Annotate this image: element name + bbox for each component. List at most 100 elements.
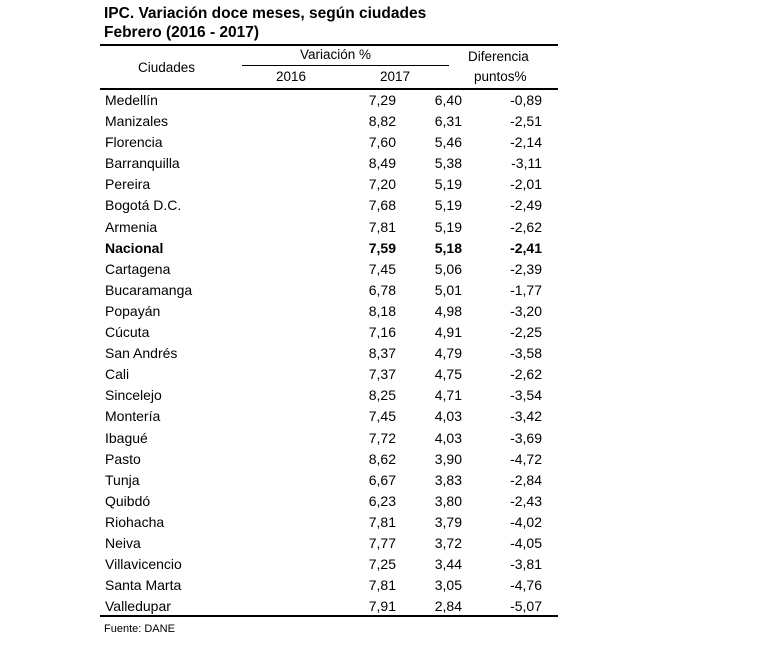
variation-group-rule	[242, 65, 449, 66]
value-2016-cell: 7,81	[368, 218, 396, 235]
value-2017-cell: 5,06	[434, 260, 462, 277]
table-top-rule	[100, 44, 558, 46]
value-2017-cell: 5,19	[434, 218, 462, 235]
value-2016-cell: 7,91	[368, 598, 396, 615]
value-2017-cell: 6,40	[434, 92, 462, 108]
table-body: Medellín 7,29 6,40 -0,89 Manizales 8,82 6,31 -2…	[100, 90, 558, 617]
value-2017-cell: 5,19	[434, 197, 462, 214]
table-row: Neiva 7,77 3,72 -4,05	[100, 533, 558, 554]
value-2016-cell: 7,81	[368, 577, 396, 594]
value-2016-cell: 8,62	[368, 450, 396, 467]
value-2016-cell: 8,82	[368, 113, 396, 130]
table-row: Medellín 7,29 6,40 -0,89	[100, 90, 558, 111]
city-cell: Pereira	[105, 176, 151, 193]
difference-cell: -3,54	[510, 387, 542, 404]
value-2017-cell: 4,98	[434, 302, 462, 319]
table-row: Valledupar 7,91 2,84 -5,07	[100, 596, 558, 617]
city-cell: Valledupar	[105, 598, 171, 615]
value-2017-cell: 4,79	[434, 345, 462, 362]
column-header-city: Ciudades	[138, 60, 196, 75]
table-row: Barranquilla 8,49 5,38 -3,11	[100, 153, 558, 174]
page-subtitle: Febrero (2016 - 2017)	[104, 24, 260, 41]
value-2016-cell: 8,25	[368, 387, 396, 404]
city-cell: Florencia	[105, 134, 163, 151]
city-cell: San Andrés	[105, 345, 178, 362]
difference-cell: -2,01	[510, 176, 542, 193]
difference-cell: -4,02	[510, 513, 542, 530]
difference-cell: -1,77	[510, 281, 542, 298]
table-row: Pasto 8,62 3,90 -4,72	[100, 449, 558, 470]
table-row: Pereira 7,20 5,19 -2,01	[100, 174, 558, 195]
difference-cell: -4,05	[510, 534, 542, 551]
city-cell: Quibdó	[105, 492, 151, 509]
value-2017-cell: 3,80	[434, 492, 462, 509]
table-row: Popayán 8,18 4,98 -3,20	[100, 301, 558, 322]
city-cell: Ibagué	[105, 429, 148, 446]
difference-cell: -2,39	[510, 260, 542, 277]
city-cell: Manizales	[105, 113, 169, 130]
difference-cell: -2,25	[510, 324, 542, 341]
value-2016-cell: 7,45	[368, 260, 396, 277]
value-2016-cell: 8,18	[368, 302, 396, 319]
table-row: Manizales 8,82 6,31 -2,51	[100, 111, 558, 132]
difference-cell: -3,69	[510, 429, 542, 446]
value-2017-cell: 4,71	[434, 387, 462, 404]
table-row: Montería 7,45 4,03 -3,42	[100, 406, 558, 427]
value-2017-cell: 3,83	[434, 471, 462, 488]
difference-cell: -2,14	[510, 134, 542, 151]
table-row: Riohacha 7,81 3,79 -4,02	[100, 512, 558, 533]
table-row: Santa Marta 7,81 3,05 -4,76	[100, 575, 558, 596]
value-2016-cell: 6,78	[368, 281, 396, 298]
difference-cell: -3,20	[510, 302, 542, 319]
table-row: Quibdó 6,23 3,80 -2,43	[100, 491, 558, 512]
value-2016-cell: 7,72	[368, 429, 396, 446]
difference-cell: -2,62	[510, 218, 542, 235]
value-2017-cell: 5,01	[434, 281, 462, 298]
table-row: Cali 7,37 4,75 -2,62	[100, 364, 558, 385]
value-2017-cell: 5,19	[434, 176, 462, 193]
city-cell: Bogotá D.C.	[105, 197, 182, 214]
table-row: Armenia 7,81 5,19 -2,62	[100, 217, 558, 238]
city-cell: Neiva	[105, 534, 141, 551]
table-row: Bogotá D.C. 7,68 5,19 -2,49	[100, 195, 558, 216]
value-2017-cell: 3,05	[434, 577, 462, 594]
table-bottom-rule	[100, 615, 558, 617]
city-cell: Villavicencio	[105, 556, 182, 573]
city-cell: Nacional	[105, 239, 164, 256]
value-2017-cell: 4,75	[434, 366, 462, 383]
city-cell: Cali	[105, 366, 130, 383]
city-cell: Barranquilla	[105, 155, 180, 172]
column-header-2016: 2016	[276, 69, 307, 84]
city-cell: Sincelejo	[105, 387, 162, 404]
value-2017-cell: 3,44	[434, 556, 462, 573]
difference-cell: -3,42	[510, 408, 542, 425]
value-2017-cell: 5,38	[434, 155, 462, 172]
value-2016-cell: 7,68	[368, 197, 396, 214]
column-group-header-variation: Variación %	[300, 47, 372, 62]
page-title: IPC. Variación doce meses, según ciudade…	[104, 5, 427, 22]
value-2016-cell: 7,20	[368, 176, 396, 193]
difference-cell: -2,51	[510, 113, 542, 130]
table-row: Florencia 7,60 5,46 -2,14	[100, 132, 558, 153]
city-cell: Tunja	[105, 471, 140, 488]
difference-cell: -0,89	[510, 92, 542, 108]
difference-cell: -2,62	[510, 366, 542, 383]
value-2016-cell: 7,25	[368, 556, 396, 573]
difference-cell: -3,58	[510, 345, 542, 362]
city-cell: Pasto	[105, 450, 141, 467]
value-2017-cell: 3,90	[434, 450, 462, 467]
value-2017-cell: 5,46	[434, 134, 462, 151]
table-row: Bucaramanga 6,78 5,01 -1,77	[100, 280, 558, 301]
table-row: Ibagué 7,72 4,03 -3,69	[100, 428, 558, 449]
value-2016-cell: 7,45	[368, 408, 396, 425]
value-2017-cell: 4,91	[434, 324, 462, 341]
city-cell: Medellín	[105, 92, 158, 108]
value-2017-cell: 4,03	[434, 408, 462, 425]
value-2017-cell: 3,72	[434, 534, 462, 551]
table-row: Cúcuta 7,16 4,91 -2,25	[100, 322, 558, 343]
difference-cell: -2,43	[510, 492, 542, 509]
value-2016-cell: 8,49	[368, 155, 396, 172]
column-header-2017: 2017	[380, 69, 411, 84]
value-2016-cell: 7,81	[368, 513, 396, 530]
city-cell: Cúcuta	[105, 324, 150, 341]
